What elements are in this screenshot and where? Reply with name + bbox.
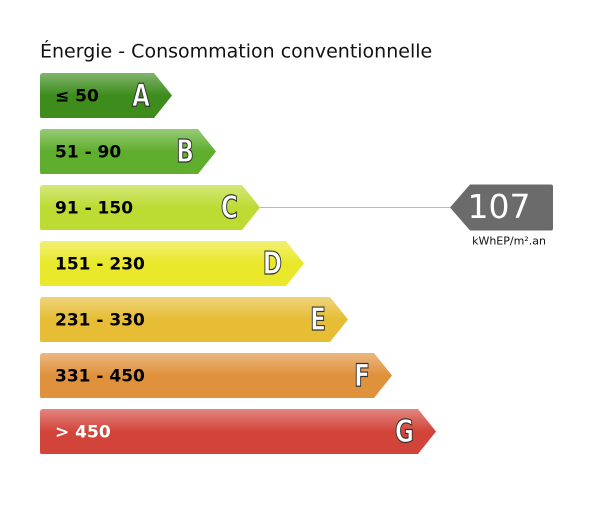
class-bar	[40, 241, 304, 286]
bar-base	[40, 339, 330, 342]
bar-base	[40, 115, 154, 118]
title: Énergie - Consommation conventionnelle	[40, 40, 432, 63]
class-letter: G	[395, 415, 414, 450]
class-range: 51 - 90	[55, 143, 121, 163]
class-letter: B	[176, 135, 194, 170]
class-range: 91 - 150	[55, 199, 133, 219]
class-bar	[40, 73, 172, 118]
class-letter: E	[310, 303, 326, 338]
class-bar	[40, 409, 436, 454]
class-bar	[40, 129, 216, 174]
indicator-value: 107	[468, 187, 531, 226]
class-range: 231 - 330	[55, 311, 145, 331]
class-bar	[40, 185, 260, 230]
class-letter: A	[132, 79, 151, 114]
bar-base	[40, 451, 418, 454]
bar-base	[40, 395, 374, 398]
indicator-box	[450, 184, 553, 231]
bar-base	[40, 283, 286, 286]
bar-base	[40, 171, 198, 174]
class-range: 331 - 450	[55, 367, 145, 387]
class-letter: F	[354, 359, 370, 394]
class-letter: D	[263, 247, 282, 282]
class-range: 151 - 230	[55, 255, 145, 275]
class-range: > 450	[55, 423, 111, 443]
bar-base	[40, 227, 242, 230]
class-range: ≤ 50	[55, 87, 99, 107]
class-bar	[40, 297, 348, 342]
indicator-unit: kWhEP/m².an	[472, 235, 546, 248]
class-bar	[40, 353, 392, 398]
class-letter: C	[221, 191, 238, 226]
